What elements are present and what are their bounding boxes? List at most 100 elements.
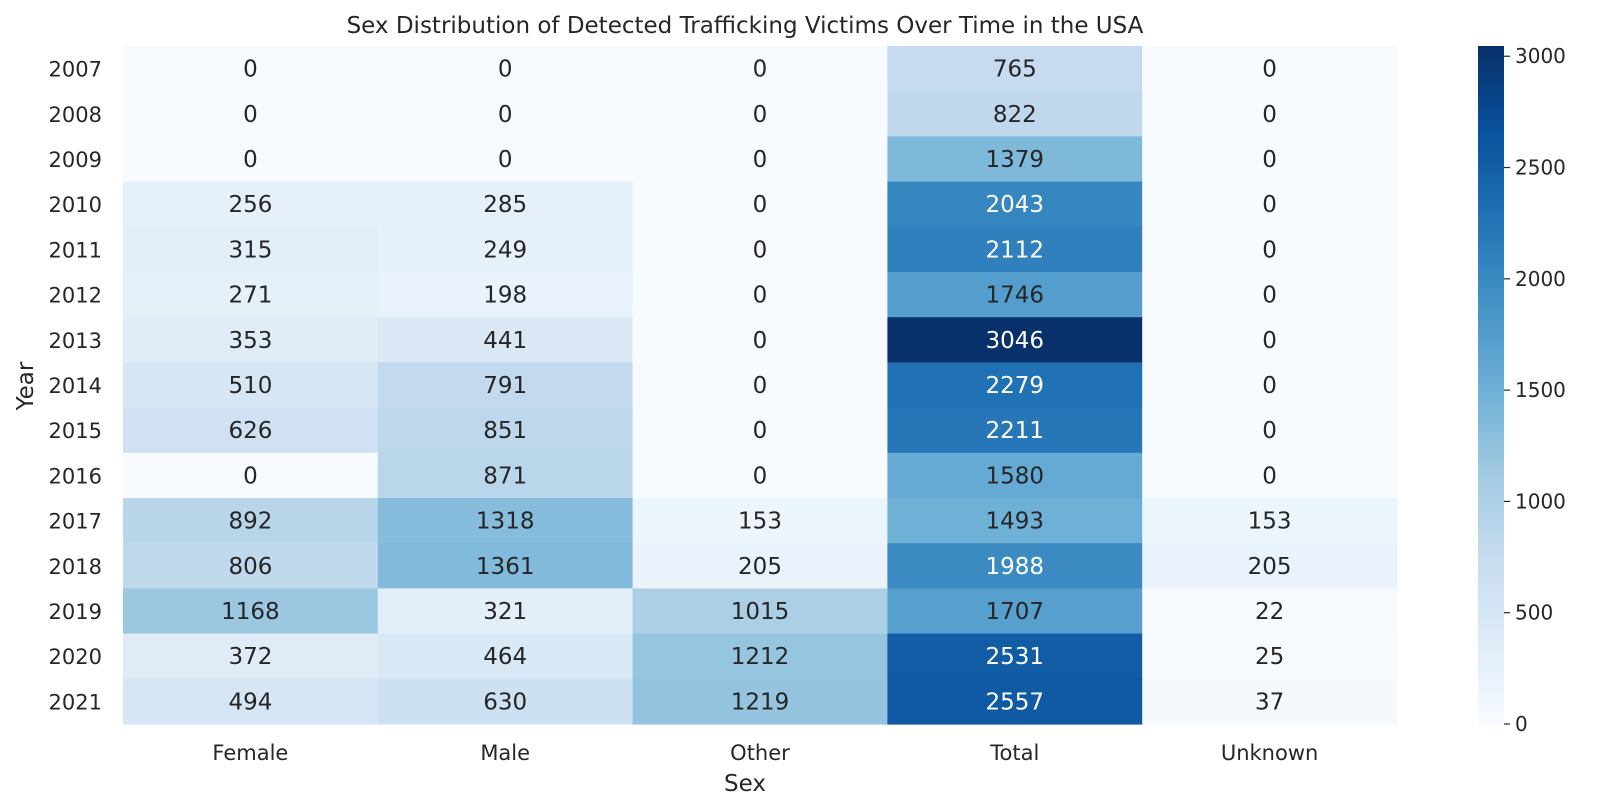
cell-value-label: 1168	[221, 599, 280, 625]
cell-value-label: 851	[483, 418, 527, 444]
y-tick-label: 2013	[49, 329, 102, 353]
heatmap-cell	[632, 588, 888, 635]
heatmap-cell	[123, 588, 379, 635]
y-tick-label: 2019	[49, 600, 102, 624]
heatmap-cell	[1142, 543, 1398, 589]
colorbar-tick-label: 0	[1515, 712, 1528, 736]
cell-value-label: 1988	[986, 554, 1045, 580]
cell-value-label: 892	[228, 509, 272, 535]
y-tick-label: 2007	[49, 58, 102, 82]
cell-value-label: 1379	[986, 147, 1045, 173]
cell-value-label: 1318	[476, 509, 535, 535]
heatmap-cell	[1142, 136, 1398, 183]
cell-value-label: 0	[1262, 102, 1277, 128]
cell-value-label: 0	[1262, 328, 1277, 354]
cell-value-label: 441	[483, 328, 527, 354]
heatmap-cell	[123, 362, 379, 409]
y-tick-label: 2015	[49, 419, 102, 443]
heatmap-cell	[377, 452, 634, 499]
cell-value-label: 353	[228, 328, 272, 354]
heatmap-cell	[123, 136, 379, 183]
heatmap-cell	[377, 407, 634, 454]
cell-value-label: 37	[1255, 689, 1284, 715]
x-tick-labels: Female Male Other Total Unknown	[212, 741, 1318, 765]
cell-value-label: 0	[1262, 147, 1277, 173]
heatmap-cell	[632, 678, 888, 725]
y-tick-labels: 2007 2008 2009 2010 2011 2012 2013 2014 2015 2016…	[49, 58, 102, 715]
y-tick-label: 2020	[49, 645, 102, 669]
heatmap-cell	[632, 498, 888, 544]
cell-value-label: 0	[1262, 237, 1277, 263]
y-tick-label: 2010	[49, 193, 102, 217]
heatmap-cell	[377, 181, 634, 228]
cell-value-label: 0	[753, 418, 768, 444]
cell-value-label: 22	[1255, 599, 1284, 625]
heatmap-cell	[1142, 226, 1398, 273]
heatmap-cell	[632, 317, 888, 363]
heatmap-cell	[123, 91, 379, 137]
cell-value-label: 0	[498, 102, 513, 128]
cell-value-label: 1493	[986, 509, 1045, 535]
cell-value-label: 0	[1262, 283, 1277, 309]
heatmap-cell	[377, 46, 634, 92]
heatmap-cell	[123, 678, 379, 725]
heatmap-cell	[632, 136, 888, 183]
heatmap-cell	[887, 407, 1143, 454]
y-tick-label: 2017	[49, 510, 102, 534]
cell-value-label: 2112	[986, 237, 1045, 263]
heatmap-cell	[1142, 633, 1398, 680]
cell-value-label: 806	[228, 554, 272, 580]
cell-value-label: 0	[753, 147, 768, 173]
colorbar-tick-label: 1500	[1515, 378, 1566, 402]
x-tick-label: Unknown	[1221, 741, 1318, 765]
heatmap-cell	[632, 46, 888, 92]
colorbar-tick-label: 2500	[1515, 156, 1566, 180]
cell-value-label: 2043	[986, 192, 1045, 218]
heatmap-cell	[887, 543, 1143, 589]
heatmap-cell	[887, 678, 1143, 725]
cell-value-label: 1219	[731, 689, 790, 715]
heatmap-cell	[1142, 91, 1398, 137]
cell-value-label: 1212	[731, 644, 790, 670]
heatmap-cell	[887, 362, 1143, 409]
heatmap-cell	[123, 498, 379, 544]
heatmap-cell	[123, 226, 379, 273]
heatmap-cell	[632, 272, 888, 318]
heatmap-cell	[887, 46, 1143, 92]
cell-value-label: 0	[1262, 192, 1277, 218]
x-tick-label: Total	[989, 741, 1039, 765]
heatmap-cell	[887, 226, 1143, 273]
heatmap-cell	[887, 136, 1143, 183]
x-tick-label: Other	[730, 741, 790, 765]
cell-value-label: 315	[228, 237, 272, 263]
y-tick-label: 2009	[49, 148, 102, 172]
heatmap-cell	[1142, 407, 1398, 454]
cell-value-label: 1015	[731, 599, 790, 625]
cell-value-label: 321	[483, 599, 527, 625]
cell-value-label: 0	[753, 373, 768, 399]
colorbar-ticks: 0 500 1000 1500 2000 2500 3000	[1504, 44, 1566, 736]
heatmap-cell	[377, 91, 634, 137]
cell-value-label: 0	[753, 192, 768, 218]
heatmap-cell	[1142, 452, 1398, 499]
y-tick-label: 2014	[49, 374, 102, 398]
heatmap-cell	[1142, 678, 1398, 725]
cell-value-label: 0	[243, 463, 258, 489]
heatmap-cell	[377, 272, 634, 318]
y-tick-label: 2008	[49, 103, 102, 127]
cell-value-label: 2531	[986, 644, 1045, 670]
heatmap-cells: 0 0 0 765 0 0 0 0 822 0 0 0 0 1379 0 256 285 0 2043 0 315 249…	[123, 46, 1398, 725]
cell-value-label: 271	[228, 283, 272, 309]
heatmap-cell	[123, 543, 379, 589]
y-tick-label: 2011	[49, 238, 102, 262]
cell-value-label: 630	[483, 689, 527, 715]
cell-value-label: 285	[483, 192, 527, 218]
heatmap-cell	[377, 136, 634, 183]
colorbar-tick-label: 1000	[1515, 489, 1566, 513]
cell-value-label: 2557	[986, 689, 1045, 715]
heatmap-cell	[377, 588, 634, 635]
heatmap-cell	[887, 498, 1143, 544]
cell-value-label: 0	[243, 102, 258, 128]
heatmap-cell	[377, 633, 634, 680]
